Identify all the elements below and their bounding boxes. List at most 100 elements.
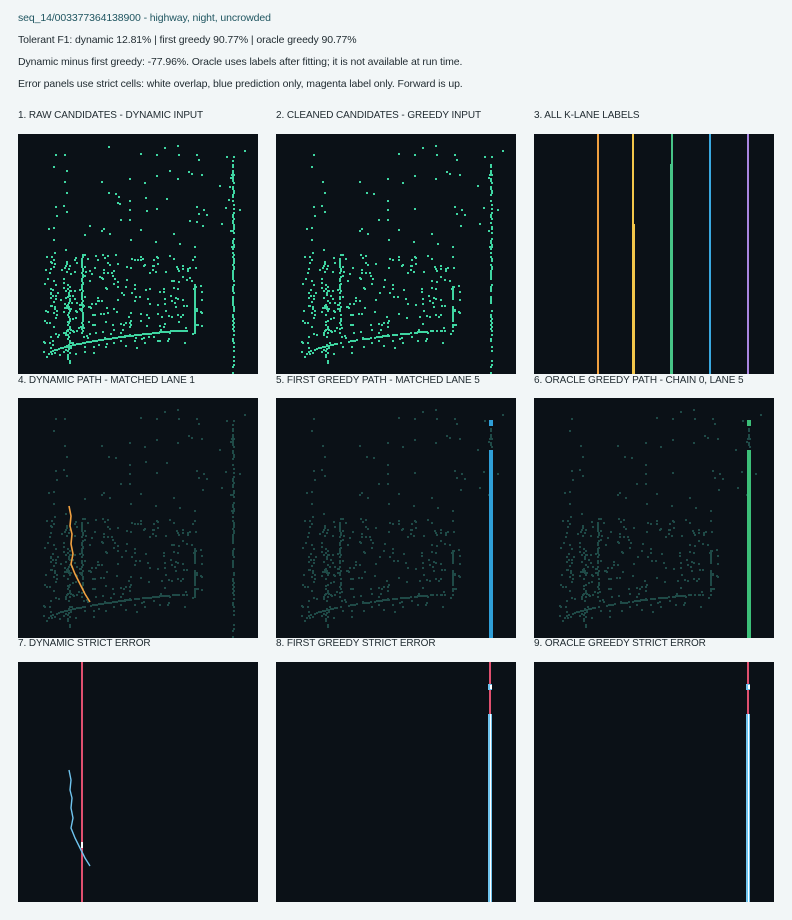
candidate-cell	[232, 520, 234, 522]
candidate-cell	[327, 624, 329, 626]
candidate-cell	[368, 338, 370, 340]
candidate-cell	[194, 330, 196, 332]
candidate-cell	[414, 472, 416, 474]
candidate-cell	[157, 568, 159, 570]
candidate-cell	[68, 558, 70, 560]
candidate-cell	[194, 284, 196, 286]
candidate-cell	[669, 600, 671, 602]
candidate-cell	[426, 331, 428, 333]
candidate-cell	[177, 178, 179, 180]
candidate-cell	[324, 610, 326, 612]
candidate-cell	[69, 564, 71, 566]
candidate-cell	[120, 219, 122, 221]
candidate-cell	[49, 272, 51, 274]
candidate-cell	[490, 290, 492, 292]
candidate-cell	[232, 220, 234, 222]
candidate-cell	[163, 288, 165, 290]
candidate-cell	[321, 546, 323, 548]
candidate-cell	[135, 296, 137, 298]
candidate-cell	[322, 531, 324, 533]
candidate-cell	[183, 305, 185, 307]
candidate-cell	[360, 331, 362, 333]
candidate-cell	[584, 570, 586, 572]
candidate-cell	[51, 617, 53, 619]
candidate-cell	[339, 292, 341, 294]
candidate-cell	[194, 554, 196, 556]
candidate-cell	[232, 564, 234, 566]
candidate-cell	[311, 227, 313, 229]
candidate-cell	[166, 198, 168, 200]
candidate-cell	[638, 593, 640, 595]
candidate-cell	[748, 436, 750, 438]
candidate-cell	[78, 343, 80, 345]
candidate-cell	[323, 249, 325, 251]
candidate-cell	[51, 305, 53, 307]
candidate-cell	[339, 264, 341, 266]
candidate-cell	[562, 620, 564, 622]
candidate-cell	[369, 536, 371, 538]
candidate-cell	[452, 312, 454, 314]
candidate-cell	[327, 616, 329, 618]
candidate-cell	[162, 331, 164, 333]
candidate-cell	[645, 590, 647, 592]
candidate-cell	[339, 550, 341, 552]
candidate-cell	[310, 614, 312, 616]
candidate-cell	[64, 531, 66, 533]
candidate-cell	[117, 563, 119, 565]
candidate-cell	[244, 414, 246, 416]
candidate-cell	[314, 574, 316, 576]
candidate-cell	[82, 540, 84, 542]
candidate-cell	[359, 300, 361, 302]
candidate-cell	[100, 603, 102, 605]
candidate-cell	[592, 575, 594, 577]
candidate-cell	[400, 597, 402, 599]
candidate-cell	[323, 529, 325, 531]
candidate-cell	[311, 544, 313, 546]
candidate-cell	[573, 556, 575, 558]
candidate-cell	[66, 456, 68, 458]
candidate-cell	[680, 595, 682, 597]
candidate-cell	[233, 218, 235, 220]
candidate-cell	[364, 338, 366, 340]
candidate-cell	[125, 345, 127, 347]
candidate-cell	[502, 150, 504, 152]
candidate-cell	[321, 278, 323, 280]
candidate-cell	[187, 534, 189, 536]
candidate-cell	[742, 420, 744, 422]
oracle-path-main-segment	[747, 450, 751, 638]
candidate-cell	[82, 306, 84, 308]
candidate-cell	[452, 314, 454, 316]
candidate-cell	[164, 562, 166, 564]
candidate-cell	[153, 336, 155, 338]
candidate-cell	[607, 537, 609, 539]
candidate-cell	[69, 300, 71, 302]
candidate-cell	[641, 609, 643, 611]
candidate-cell	[671, 505, 673, 507]
candidate-cell	[301, 351, 303, 353]
candidate-cell	[438, 580, 440, 582]
candidate-cell	[453, 267, 455, 269]
candidate-cell	[652, 598, 654, 600]
candidate-cell	[232, 256, 234, 258]
candidate-cell	[68, 608, 70, 610]
candidate-cell	[311, 280, 313, 282]
candidate-cell	[146, 325, 148, 327]
candidate-cell	[569, 544, 571, 546]
candidate-cell	[70, 345, 72, 347]
candidate-cell	[155, 505, 157, 507]
candidate-cell	[55, 333, 57, 335]
candidate-cell	[75, 521, 77, 523]
candidate-cell	[597, 528, 599, 530]
candidate-cell	[333, 317, 335, 319]
candidate-cell	[630, 542, 632, 544]
candidate-cell	[233, 360, 235, 362]
candidate-cell	[598, 518, 600, 520]
candidate-cell	[459, 438, 461, 440]
candidate-cell	[165, 271, 167, 273]
candidate-cell	[148, 333, 150, 335]
candidate-cell	[124, 336, 126, 338]
candidate-cell	[327, 300, 329, 302]
candidate-cell	[81, 592, 83, 594]
candidate-cell	[428, 295, 430, 297]
candidate-cell	[82, 518, 84, 520]
